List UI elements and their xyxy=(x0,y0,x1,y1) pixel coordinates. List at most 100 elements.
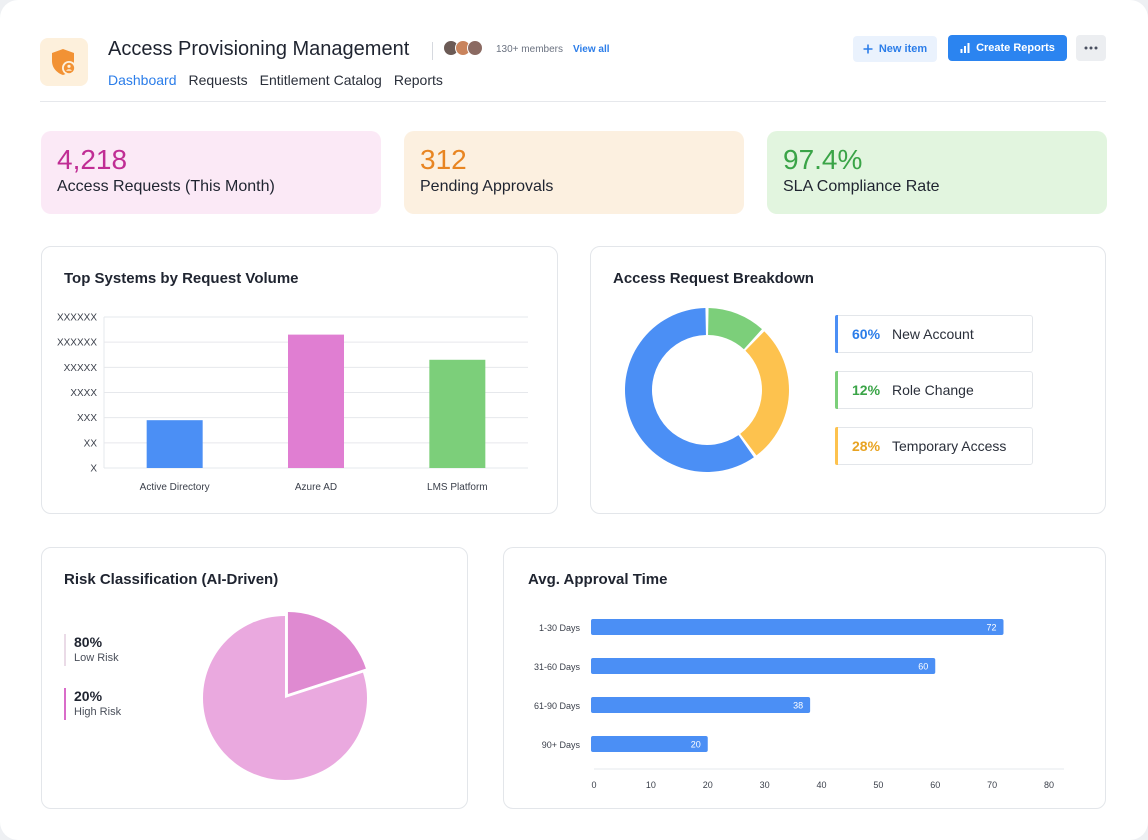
y-tick-label: XXXX xyxy=(70,388,97,399)
legend-accent xyxy=(835,315,838,353)
x-tick-label: 50 xyxy=(873,780,883,790)
y-tick-label: XXXXXX xyxy=(57,338,97,349)
access-breakdown-card: Access Request Breakdown 60% New Account… xyxy=(590,246,1106,514)
y-tick-label: XXXXXX xyxy=(57,313,97,324)
kpi-label: SLA Compliance Rate xyxy=(783,178,940,195)
x-tick-label: 70 xyxy=(987,780,997,790)
tab-entitlement-catalog[interactable]: Entitlement Catalog xyxy=(259,72,382,88)
y-tick-label: XXX xyxy=(77,413,97,424)
risk-pie-chart xyxy=(202,611,367,780)
approval-time-card: Avg. Approval Time 1-30 Days 72 31-60 Days… xyxy=(503,547,1106,809)
legend-accent xyxy=(835,427,838,465)
bar xyxy=(146,420,203,468)
risk-label: High Risk xyxy=(74,706,122,718)
pie-slice xyxy=(202,616,367,780)
x-tick-label: 40 xyxy=(816,780,826,790)
access-breakdown-donut-chart xyxy=(625,308,789,472)
y-tick-label: XXXXX xyxy=(64,363,98,374)
legend-percent: 28% xyxy=(852,438,881,454)
bar xyxy=(591,658,936,674)
tab-reports[interactable]: Reports xyxy=(393,72,443,88)
x-tick-label: Active Directory xyxy=(140,482,210,493)
title-divider xyxy=(432,42,433,60)
approval-time-bar-chart: 1-30 Days 72 31-60 Days 60 61-90 Days 38 90+ D… xyxy=(534,619,1064,790)
risk-legend-low: 80% Low Risk xyxy=(64,634,119,666)
more-options-button[interactable] xyxy=(1076,35,1106,61)
nav-tabs: Dashboard Requests Entitlement Catalog R… xyxy=(108,72,443,88)
legend-label: Temporary Access xyxy=(892,438,1007,454)
kpi-value: 97.4% xyxy=(783,144,863,175)
legend-label: New Account xyxy=(892,326,974,342)
card-title: Access Request Breakdown xyxy=(613,270,814,287)
kpi-sla-compliance: 97.4% SLA Compliance Rate xyxy=(767,131,1107,214)
bar xyxy=(429,359,486,468)
data-label: 38 xyxy=(793,701,803,711)
x-tick-label: 60 xyxy=(930,780,940,790)
kpi-pending-approvals: 312 Pending Approvals xyxy=(404,131,744,214)
avatar xyxy=(467,40,483,56)
page-title: Access Provisioning Management xyxy=(108,38,410,60)
plus-icon xyxy=(863,44,873,54)
new-item-button[interactable]: New item xyxy=(853,36,937,62)
y-tick-label: X xyxy=(90,464,97,475)
donut-slice xyxy=(625,308,754,472)
legend-item-role-change: 12% Role Change xyxy=(835,371,1033,409)
legend-accent xyxy=(835,371,838,409)
view-all-link[interactable]: View all xyxy=(573,44,610,55)
pie-slice xyxy=(287,611,366,694)
card-title: Risk Classification (AI-Driven) xyxy=(64,571,279,588)
kpi-label: Pending Approvals xyxy=(420,178,554,195)
y-tick-label: 61-90 Days xyxy=(534,701,581,711)
top-systems-card: Top Systems by Request Volume X XX XXX XXXX… xyxy=(41,246,558,514)
kpi-value: 4,218 xyxy=(57,144,128,175)
x-tick-label: LMS Platform xyxy=(427,482,488,493)
new-item-label: New item xyxy=(878,43,928,55)
tab-dashboard[interactable]: Dashboard xyxy=(108,72,177,88)
x-tick-label: 0 xyxy=(591,780,596,790)
shield-user-icon xyxy=(52,49,76,75)
members-count: 130+ members xyxy=(496,44,563,55)
donut-slice xyxy=(708,308,762,350)
y-tick-label: 1-30 Days xyxy=(539,623,581,633)
create-reports-button[interactable]: Create Reports xyxy=(948,35,1067,61)
card-title: Top Systems by Request Volume xyxy=(64,270,299,287)
bar-chart-icon xyxy=(960,43,970,53)
y-tick-label: 31-60 Days xyxy=(534,662,581,672)
x-tick-label: 10 xyxy=(646,780,656,790)
tab-requests[interactable]: Requests xyxy=(188,72,248,88)
legend-label: Role Change xyxy=(892,382,974,398)
risk-label: Low Risk xyxy=(74,652,119,664)
y-tick-label: 90+ Days xyxy=(542,740,581,750)
legend-item-new-account: 60% New Account xyxy=(835,315,1033,353)
data-label: 20 xyxy=(691,740,701,750)
bar xyxy=(288,334,344,468)
bar xyxy=(591,736,708,752)
more-horizontal-icon xyxy=(1084,46,1098,50)
bar xyxy=(591,697,811,713)
kpi-label: Access Requests (This Month) xyxy=(57,178,275,195)
risk-classification-card: Risk Classification (AI-Driven) 80% Low … xyxy=(41,547,468,809)
risk-legend-high: 20% High Risk xyxy=(64,688,121,720)
create-reports-label: Create Reports xyxy=(976,42,1055,54)
x-tick-label: 20 xyxy=(703,780,713,790)
y-tick-label: XX xyxy=(84,438,98,449)
data-label: 60 xyxy=(918,662,928,672)
x-tick-label: 30 xyxy=(760,780,770,790)
data-label: 72 xyxy=(986,623,996,633)
kpi-access-requests: 4,218 Access Requests (This Month) xyxy=(41,131,381,214)
x-tick-label: Azure AD xyxy=(295,482,337,493)
member-avatars[interactable] xyxy=(443,40,483,56)
donut-slice xyxy=(740,331,789,456)
page-header: Access Provisioning Management 130+ memb… xyxy=(40,34,1106,102)
legend-item-temporary-access: 28% Temporary Access xyxy=(835,427,1033,465)
x-tick-label: 80 xyxy=(1044,780,1054,790)
legend-percent: 60% xyxy=(852,326,881,342)
bar xyxy=(591,619,1004,635)
kpi-value: 312 xyxy=(420,144,467,175)
card-title: Avg. Approval Time xyxy=(528,571,668,588)
risk-percent: 80% xyxy=(74,634,103,650)
risk-percent: 20% xyxy=(74,688,103,704)
legend-percent: 12% xyxy=(852,382,881,398)
